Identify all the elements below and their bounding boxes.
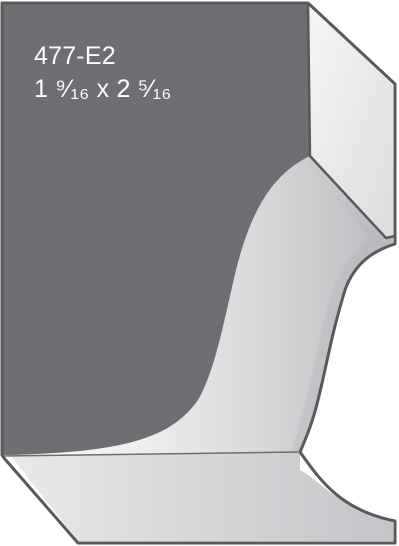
profile-curved-face	[10, 156, 393, 468]
part-number-label: 477-E2	[34, 42, 116, 70]
profile-shade-band	[292, 150, 393, 452]
profile-label: 477-E2 1 ⁹⁄₁₆ x 2 ⁵⁄₁₆	[34, 40, 172, 106]
profile-edge-bottom	[3, 451, 301, 457]
dimensions-label: 1 ⁹⁄₁₆ x 2 ⁵⁄₁₆	[34, 75, 172, 103]
profile-edge-top	[306, 2, 396, 240]
profile-top-face	[308, 5, 393, 238]
profile-section-block	[2, 3, 310, 455]
profile-bottom-face	[10, 452, 393, 541]
